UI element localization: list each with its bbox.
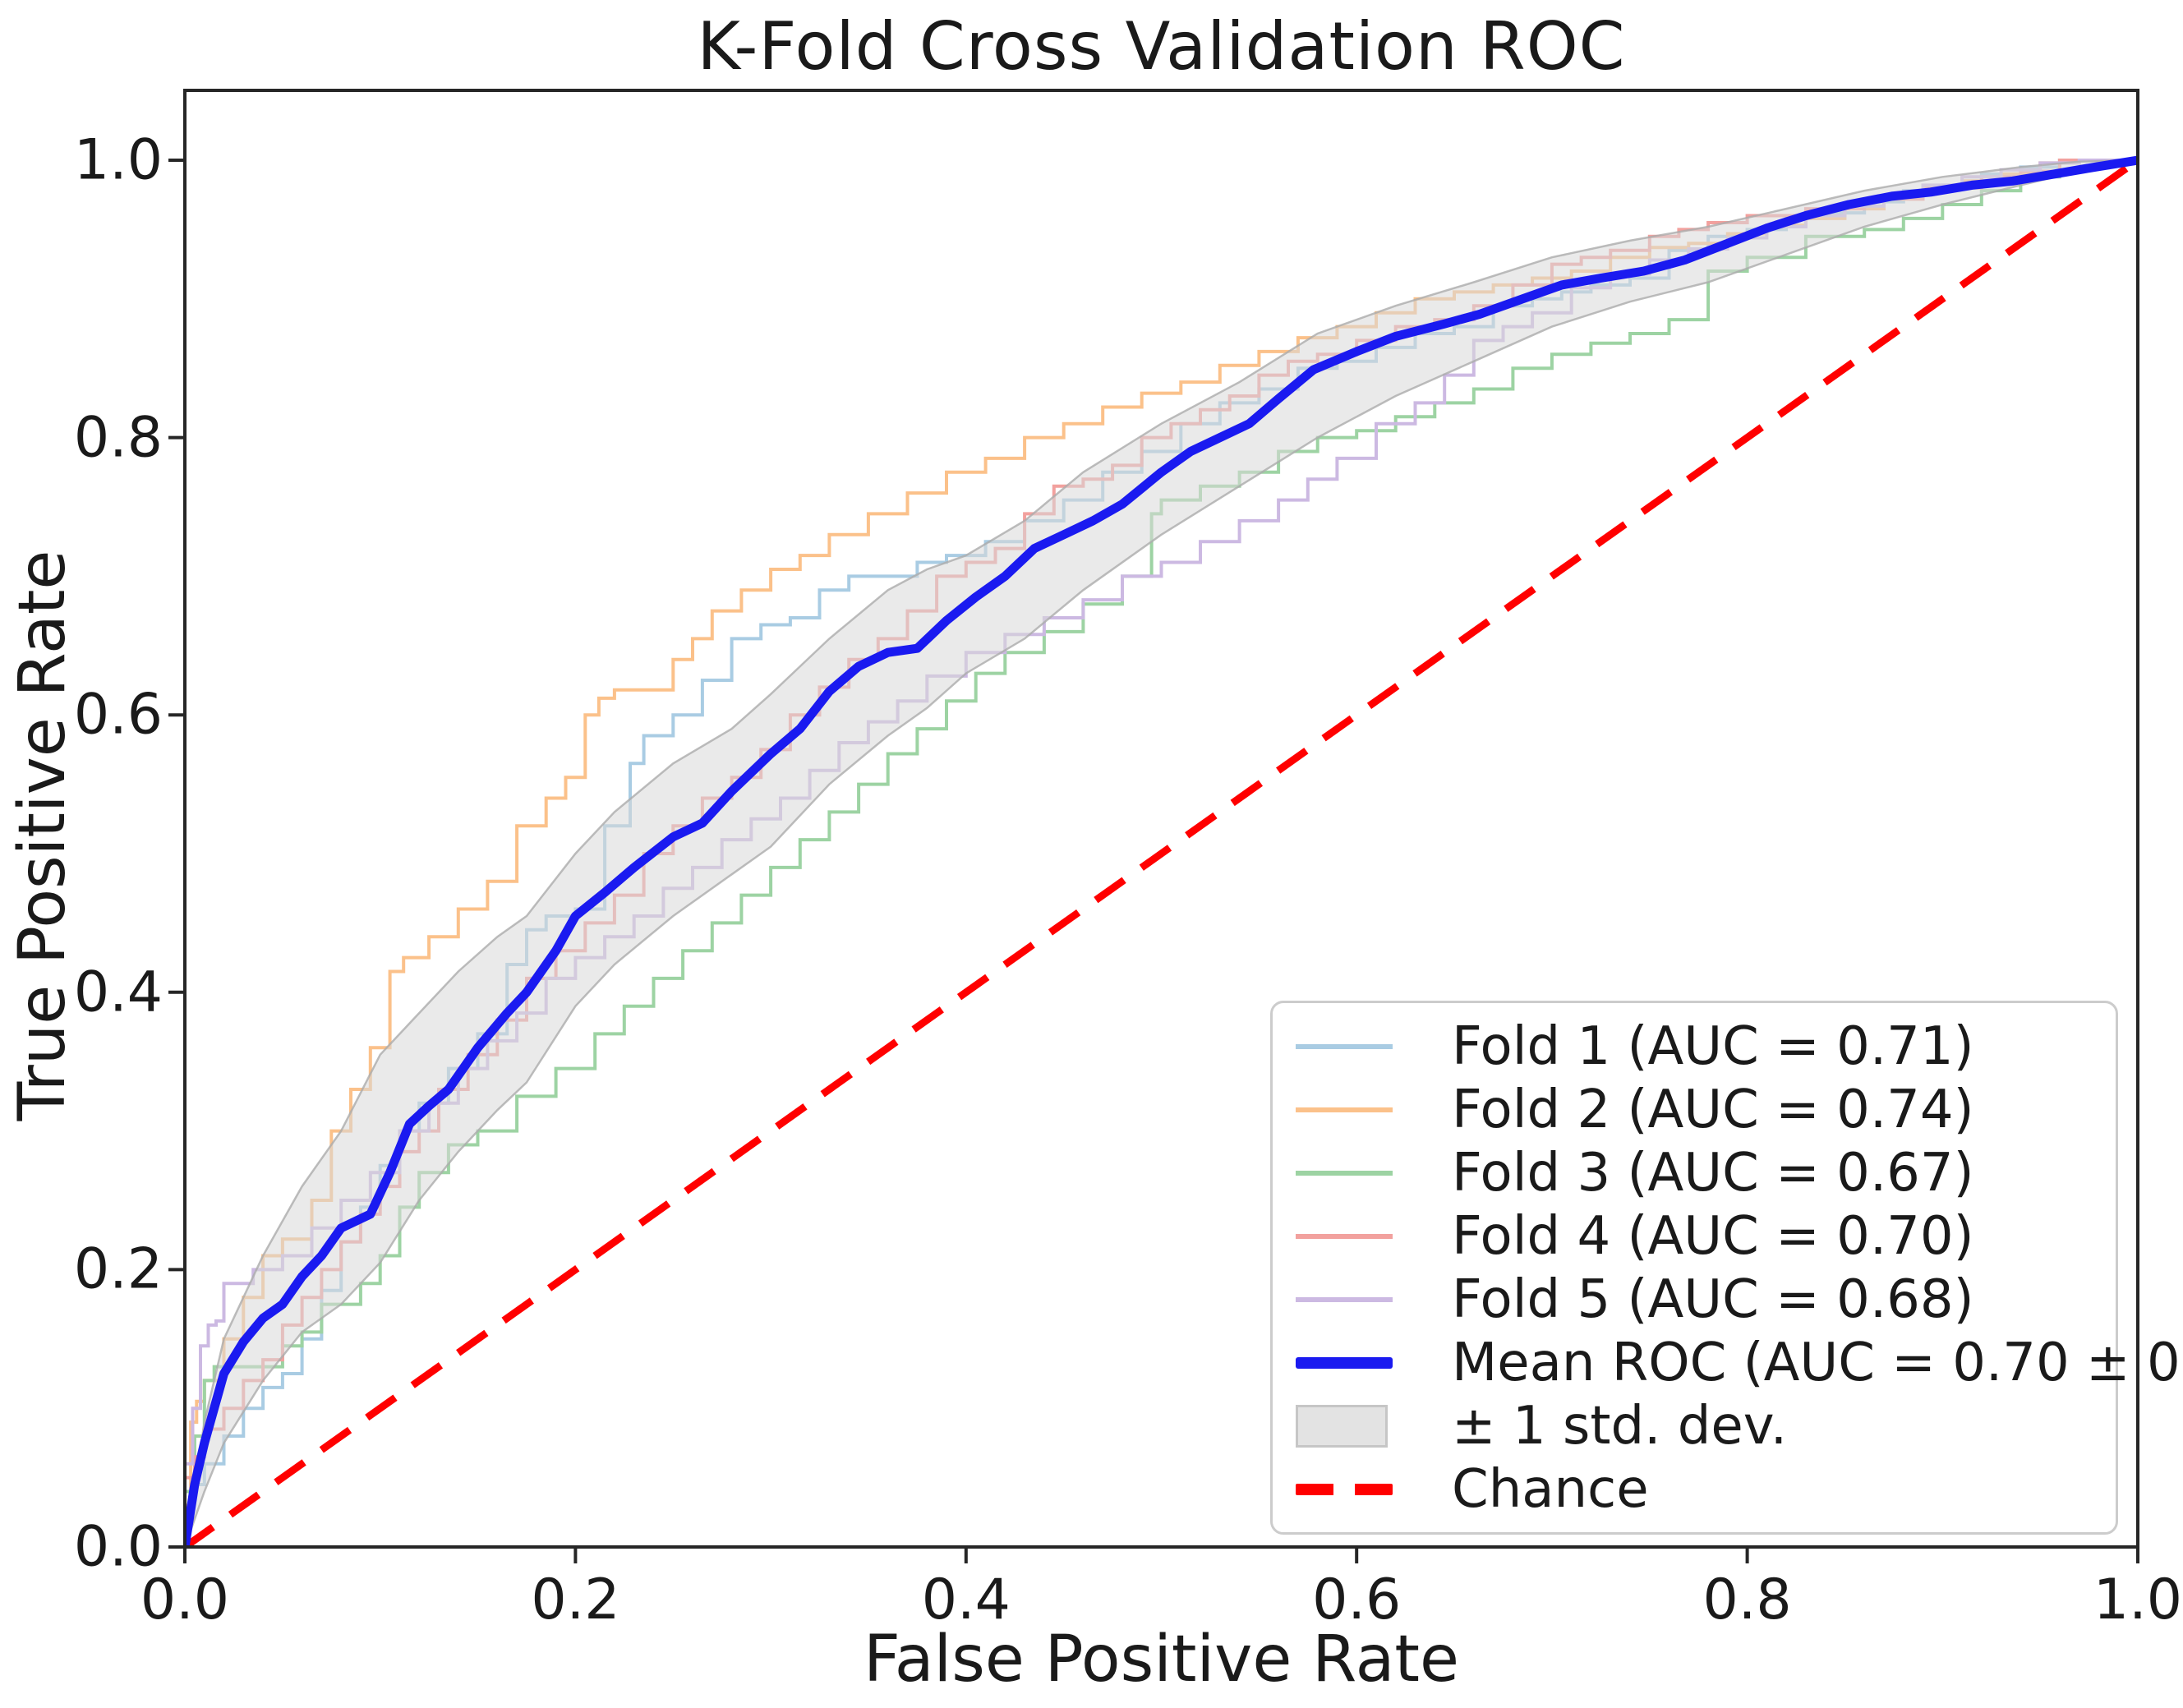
y-tick-label: 0.0 [73, 1514, 163, 1580]
legend-item-fold5: Fold 5 (AUC = 0.68) [1296, 1268, 2093, 1330]
x-tick-label: 0.0 [140, 1568, 230, 1632]
legend-item-fold2: Fold 2 (AUC = 0.74) [1296, 1079, 2093, 1140]
legend-item-std-dev: ± 1 std. dev. [1296, 1395, 2093, 1457]
legend-item-fold3: Fold 3 (AUC = 0.67) [1296, 1142, 2093, 1204]
y-tick-label: 1.0 [73, 127, 163, 193]
legend: Fold 1 (AUC = 0.71) Fold 2 (AUC = 0.74) … [1270, 1001, 2183, 1535]
legend-label: Chance [1452, 1458, 1649, 1520]
legend-item-fold4: Fold 4 (AUC = 0.70) [1296, 1205, 2093, 1267]
legend-label: Fold 1 (AUC = 0.71) [1452, 1015, 1974, 1077]
legend-label: Fold 2 (AUC = 0.74) [1452, 1079, 1974, 1140]
x-tick-label: 0.6 [1312, 1568, 1402, 1632]
std-dev-patch-swatch-icon [1296, 1404, 1419, 1448]
x-tick-label: 0.2 [531, 1568, 620, 1632]
fold4-line-swatch-icon [1296, 1233, 1419, 1239]
y-tick-label: 0.4 [73, 960, 163, 1025]
y-tick-label: 0.8 [73, 405, 163, 471]
chart-title: K-Fold Cross Validation ROC [697, 8, 1626, 85]
mean-roc-curve [185, 155, 2138, 1547]
fold5-line-swatch-icon [1296, 1296, 1419, 1302]
legend-label: ± 1 std. dev. [1452, 1395, 1788, 1457]
chance-line [185, 157, 2138, 1547]
legend-item-mean-roc: Mean ROC (AUC = 0.70 ± 0.02) [1296, 1333, 2183, 1393]
x-tick-label: 0.8 [1702, 1568, 1792, 1632]
x-axis-label: False Positive Rate [864, 1623, 1459, 1696]
std-dev-band [185, 159, 2138, 1547]
legend-label: Fold 4 (AUC = 0.70) [1452, 1205, 1974, 1267]
legend-item-chance: Chance [1296, 1458, 2093, 1520]
legend-item-fold1: Fold 1 (AUC = 0.71) [1296, 1015, 2093, 1077]
y-tick-label: 0.6 [73, 682, 163, 748]
mean-roc-line-swatch-icon [1296, 1356, 1419, 1369]
fold1-line-swatch-icon [1296, 1043, 1419, 1049]
legend-label: Fold 5 (AUC = 0.68) [1452, 1268, 1974, 1330]
legend-label: Fold 3 (AUC = 0.67) [1452, 1142, 1974, 1204]
y-axis-label: True Positive Rate [6, 550, 80, 1121]
chance-dashed-swatch-icon [1296, 1483, 1419, 1495]
y-tick-label: 0.2 [73, 1236, 163, 1302]
fold2-line-swatch-icon [1296, 1107, 1419, 1112]
x-tick-label: 1.0 [2093, 1568, 2183, 1632]
fold3-line-swatch-icon [1296, 1170, 1419, 1176]
legend-label: Mean ROC (AUC = 0.70 ± 0.02) [1452, 1332, 2183, 1393]
plot-border [183, 89, 2139, 1549]
x-tick-label: 0.4 [921, 1568, 1011, 1632]
